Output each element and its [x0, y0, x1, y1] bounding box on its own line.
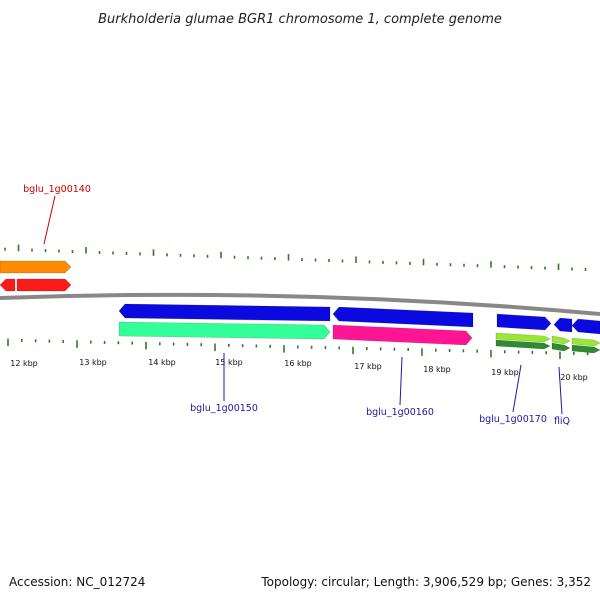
scale-label: 12 kbp — [10, 359, 38, 368]
gene-feature — [551, 335, 571, 345]
genome-summary-text: Topology: circular; Length: 3,906,529 bp… — [260, 575, 591, 589]
scale-label: 18 kbp — [423, 365, 451, 374]
gene-feature — [332, 324, 473, 346]
gene-features — [0, 260, 600, 354]
gene-label-leader — [558, 366, 563, 415]
gene-feature — [571, 337, 600, 347]
scale-label: 17 kbp — [354, 362, 382, 371]
scale-label: 15 kbp — [215, 358, 243, 367]
scale-label: 19 kbp — [491, 368, 519, 377]
gene-feature — [495, 332, 551, 343]
scale-tick-marks — [7, 338, 589, 360]
gene-label-leader — [43, 195, 56, 245]
gene-label: bglu_1g00140 — [23, 184, 91, 195]
scale-label: 14 kbp — [148, 358, 176, 367]
gene-feature — [118, 321, 331, 340]
gene-feature — [0, 278, 16, 292]
gene-label: bglu_1g00160 — [366, 407, 434, 418]
gene-feature — [495, 339, 551, 350]
accession-text: Accession: NC_012724 — [9, 575, 145, 589]
gene-label-leader — [512, 364, 522, 413]
gene-feature — [118, 303, 331, 322]
gene-label: fliQ — [554, 416, 570, 427]
gene-feature — [571, 344, 600, 354]
gene-label: bglu_1g00170 — [479, 414, 547, 425]
chromosome-backbone — [0, 292, 600, 316]
gene-feature — [0, 260, 72, 274]
gene-label-leader — [399, 356, 403, 406]
gene-label: bglu_1g00150 — [190, 403, 258, 414]
scale-label: 20 kbp — [560, 373, 588, 382]
gene-feature — [553, 317, 573, 333]
map-title: Burkholderia glumae BGR1 chromosome 1, c… — [98, 12, 502, 27]
gene-feature — [496, 313, 552, 331]
gene-feature — [16, 278, 72, 292]
upper-tick-marks — [4, 244, 587, 271]
scale-label: 13 kbp — [79, 358, 107, 367]
scale-label: 16 kbp — [284, 359, 312, 368]
scale-labels: 12 kbp 13 kbp 14 kbp 15 kbp 16 kbp 17 kbp 18 k… — [10, 358, 588, 382]
gene-feature — [571, 318, 600, 335]
gene-labels: bglu_1g00140 bglu_1g00150 bglu_1g00160bglu… — [23, 184, 570, 427]
gene-feature — [551, 342, 571, 352]
gene-feature — [332, 306, 474, 328]
